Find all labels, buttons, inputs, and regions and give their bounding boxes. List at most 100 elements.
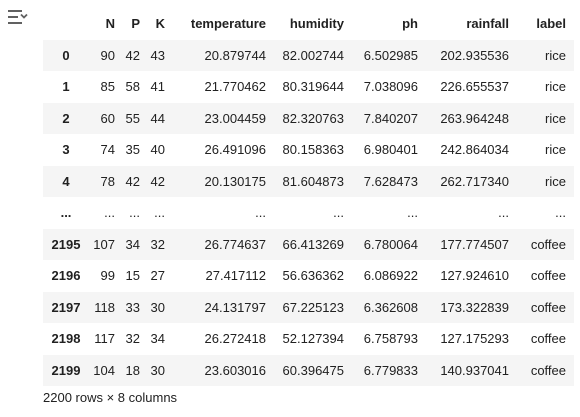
table-cell-rainfall: 177.774507 (440, 236, 509, 252)
table-cell-humidity: 67.225123 (282, 299, 344, 315)
table-cell-ph: ... (407, 205, 418, 221)
column-header-N: N (105, 16, 115, 32)
row-index: 2198 (51, 331, 81, 347)
table-cell-N: 104 (93, 362, 115, 378)
table-cell-N: 60 (100, 110, 115, 126)
table-cell-ph: 7.628473 (363, 173, 418, 189)
table-cell-K: 30 (150, 362, 165, 378)
table-cell-humidity: ... (333, 205, 344, 221)
table-cell-rainfall: 127.175293 (440, 331, 509, 347)
table-cell-label: rice (545, 142, 566, 158)
table-cell-humidity: 66.413269 (282, 236, 344, 252)
table-cell-K: 41 (150, 79, 165, 95)
table-cell-rainfall: 262.717340 (440, 173, 509, 189)
table-cell-humidity: 80.319644 (282, 79, 344, 95)
table-cell-rainfall: 173.322839 (440, 299, 509, 315)
table-cell-K: 44 (150, 110, 165, 126)
row-index: ... (60, 205, 72, 221)
table-cell-label: rice (545, 79, 566, 95)
table-cell-P: 34 (125, 236, 140, 252)
table-cell-humidity: 52.127394 (282, 331, 344, 347)
row-index: 2199 (51, 362, 81, 378)
table-cell-rainfall: 140.937041 (440, 362, 509, 378)
table-cell-P: ... (129, 205, 140, 221)
table-cell-P: 42 (125, 173, 140, 189)
table-row: 2196 99 15 27 27.417112 56.636362 6.086922 127.… (43, 260, 574, 292)
table-row: 2197 118 33 30 24.131797 67.225123 6.362608 173… (43, 291, 574, 323)
table-cell-K: 34 (150, 331, 165, 347)
table-cell-humidity: 60.396475 (282, 362, 344, 378)
table-cell-temperature: 26.491096 (204, 142, 266, 158)
table-cell-humidity: 81.604873 (282, 173, 344, 189)
dataframe-table: N P K temperature humidity ph rainfall l… (43, 8, 574, 386)
output-expand-icon[interactable] (8, 8, 28, 26)
table-cell-K: ... (154, 205, 165, 221)
table-cell-label: rice (545, 47, 566, 63)
column-header-humidity: humidity (289, 16, 344, 32)
column-header-rainfall: rainfall (466, 16, 509, 32)
table-cell-ph: 7.038096 (363, 79, 418, 95)
row-index: 2197 (51, 299, 81, 315)
table-cell-ph: 6.779833 (363, 362, 418, 378)
table-row: 2199 104 18 30 23.603016 60.396475 6.779833 140… (43, 354, 574, 386)
table-cell-humidity: 80.158363 (282, 142, 344, 158)
table-row: 0 90 42 43 20.879744 82.002744 6.502985 202.935… (43, 39, 574, 71)
table-cell-N: 74 (100, 142, 115, 158)
table-cell-humidity: 82.320763 (282, 110, 344, 126)
table-cell-N: 85 (100, 79, 115, 95)
table-cell-K: 27 (150, 268, 165, 284)
table-cell-label: coffee (530, 236, 566, 252)
row-index: 2196 (51, 268, 81, 284)
row-index: 2195 (51, 236, 81, 252)
row-index: 3 (62, 142, 70, 158)
row-index: 1 (62, 79, 70, 95)
table-cell-label: ... (555, 205, 566, 221)
table-cell-P: 15 (125, 268, 140, 284)
table-cell-rainfall: 226.655537 (440, 79, 509, 95)
table-cell-label: coffee (530, 362, 566, 378)
table-cell-temperature: 24.131797 (204, 299, 266, 315)
table-cell-ph: 6.086922 (363, 268, 418, 284)
table-cell-P: 35 (125, 142, 140, 158)
table-cell-N: 99 (100, 268, 115, 284)
table-cell-label: rice (545, 173, 566, 189)
table-cell-rainfall: 263.964248 (440, 110, 509, 126)
column-header-P: P (131, 16, 140, 32)
table-cell-N: 107 (93, 236, 115, 252)
table-cell-label: coffee (530, 299, 566, 315)
table-cell-P: 42 (125, 47, 140, 63)
table-cell-temperature: 27.417112 (205, 268, 267, 284)
table-row: ........................... (43, 197, 574, 229)
table-row: 2195 107 34 32 26.774637 66.413269 6.780064 177… (43, 228, 574, 260)
table-cell-P: 33 (125, 299, 140, 315)
table-cell-ph: 7.840207 (363, 110, 418, 126)
table-row: 4 78 42 42 20.130175 81.604873 7.628473 262.717… (43, 165, 574, 197)
table-cell-N: 90 (100, 47, 115, 63)
table-cell-ph: 6.980401 (363, 142, 418, 158)
table-cell-temperature: 21.770462 (204, 79, 266, 95)
table-cell-rainfall: 127.924610 (440, 268, 509, 284)
index-header (43, 8, 89, 40)
row-index: 2 (62, 110, 70, 126)
table-cell-ph: 6.780064 (363, 236, 418, 252)
table-cell-ph: 6.758793 (363, 331, 418, 347)
table-cell-label: coffee (530, 268, 566, 284)
table-cell-temperature: 26.774637 (204, 236, 266, 252)
column-header-temperature: temperature (190, 16, 266, 32)
table-cell-label: coffee (530, 331, 566, 347)
table-cell-P: 55 (125, 110, 140, 126)
table-cell-N: ... (104, 205, 115, 221)
table-cell-ph: 6.362608 (363, 299, 418, 315)
table-cell-N: 118 (94, 299, 115, 315)
table-header: N P K temperature humidity ph rainfall l… (43, 8, 574, 40)
table-cell-N: 78 (100, 173, 115, 189)
table-cell-ph: 6.502985 (363, 47, 418, 63)
column-header-ph: ph (402, 16, 418, 32)
column-header-K: K (155, 16, 165, 32)
table-row: 2 60 55 44 23.004459 82.320763 7.840207 263.964… (43, 102, 574, 134)
table-cell-P: 18 (125, 362, 140, 378)
table-cell-temperature: 23.004459 (204, 110, 266, 126)
table-cell-K: 30 (150, 299, 165, 315)
table-cell-K: 40 (150, 142, 165, 158)
header-row: N P K temperature humidity ph rainfall l… (43, 8, 574, 40)
